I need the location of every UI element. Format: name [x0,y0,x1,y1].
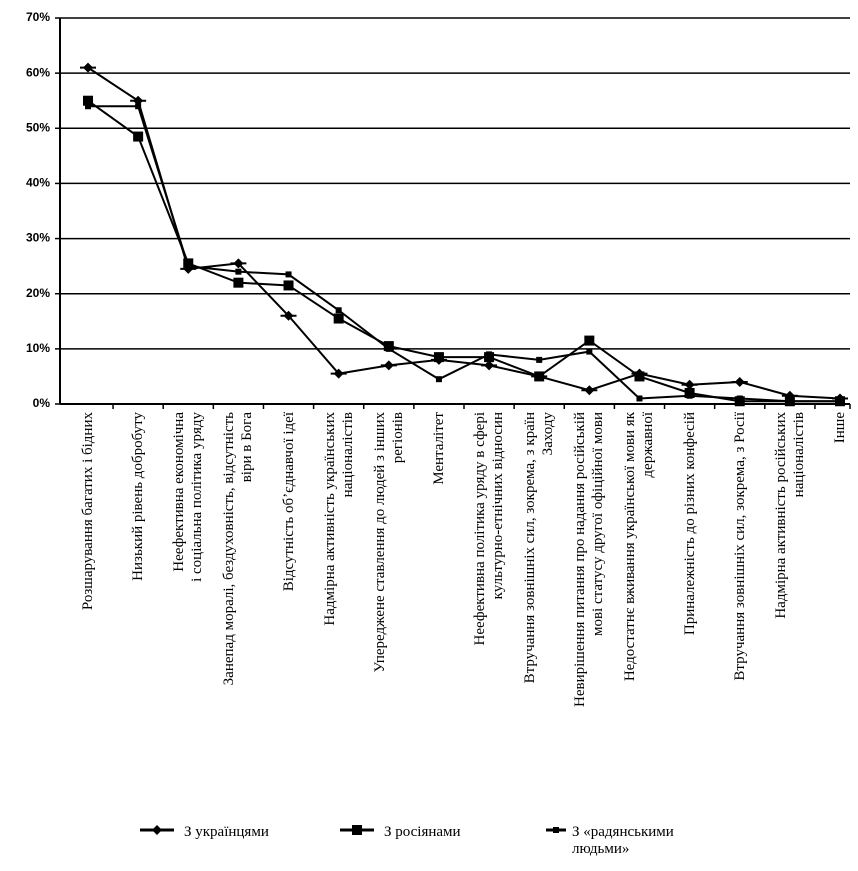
marker [586,348,593,355]
y-tick-label: 70% [26,10,50,24]
marker [731,376,748,387]
x-tick-label: Відсутність об’єднавчої ідеї [280,412,297,592]
marker [135,103,142,110]
marker [385,345,392,352]
marker [130,95,147,106]
x-tick-label: Приналежність до різних конфесій [681,412,698,636]
y-tick-label: 60% [26,65,50,79]
marker [534,371,545,382]
y-tick-label: 0% [33,396,51,410]
marker [280,310,297,321]
marker [486,351,493,358]
series-line [87,66,841,400]
x-tick-label: Інше [832,412,848,444]
x-tick-label: Недостатнє вживання української мови як … [622,412,657,682]
marker [283,280,294,291]
y-tick-label: 40% [26,176,50,190]
series-line [87,99,840,403]
marker [330,368,347,379]
legend-label: З росіянами [384,824,461,840]
y-tick-label: 20% [26,286,50,300]
x-tick-label: Низький рівень добробуту [130,412,147,581]
marker [185,263,192,270]
x-tick-label: Надмірна активність російських націоналі… [772,412,807,619]
marker [681,379,698,390]
legend-label: З «радянськими людьми» [572,824,674,857]
marker [149,825,165,835]
x-tick-label: Втручання зовнішніх сил, зокрема, з Росі… [731,412,748,681]
legend-label: З українцями [184,824,269,840]
x-tick-label: Втручання зовнішніх сил, зокрема, з краї… [522,412,557,684]
x-tick-label: Розшарування багатих і бідних [80,412,96,611]
marker [83,95,93,106]
x-tick-label: Надмірна активність українських націонал… [321,412,356,626]
marker [686,392,693,399]
marker [380,360,397,371]
x-tick-label: Неефективна економічна і соціальна політ… [171,412,206,582]
marker [335,307,342,314]
x-tick-label: Упереджене ставлення до людей з інших ре… [371,412,406,673]
x-tick-label: Невирішення питання про надання російськ… [572,412,607,707]
marker [837,398,843,405]
marker [435,376,442,383]
marker [80,62,96,73]
x-tick-label: Неефективна політика уряду в сфері культ… [472,412,507,646]
marker [333,313,344,324]
y-tick-label: 10% [26,341,50,355]
marker [536,356,543,363]
marker [433,352,444,363]
marker [584,335,595,346]
marker [230,258,247,269]
series-line [88,105,840,403]
marker [581,385,598,396]
marker [481,360,498,371]
marker [634,371,645,382]
marker [133,131,144,142]
x-tick-label: Менталітет [430,412,447,485]
marker [233,277,244,288]
y-tick-label: 50% [26,120,50,134]
marker [85,103,91,110]
marker [235,268,242,275]
x-tick-label: Занепад моралі, бездуховність, відсутніс… [221,412,256,686]
marker [553,827,559,833]
marker [636,395,643,402]
marker [736,395,743,402]
marker [352,825,362,835]
marker [786,398,793,405]
y-tick-label: 30% [26,231,50,245]
marker [285,271,292,278]
